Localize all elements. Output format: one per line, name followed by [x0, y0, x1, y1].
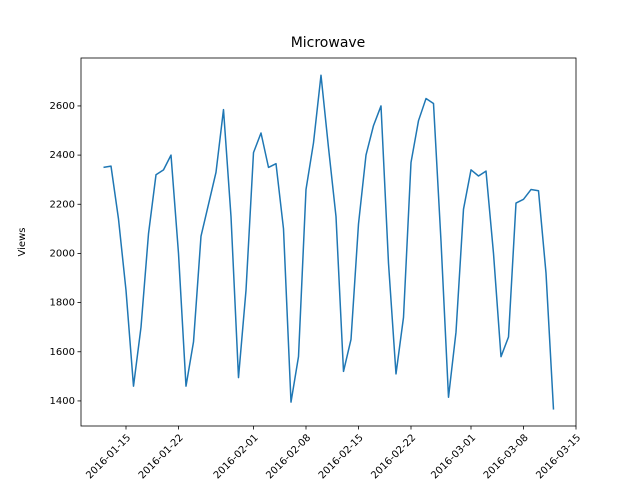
y-tick-label: 2600 — [50, 101, 75, 112]
y-tick-label: 2200 — [50, 199, 75, 210]
y-tick-label: 1800 — [50, 298, 75, 309]
data-line — [103, 74, 555, 410]
y-tick-label: 1600 — [50, 347, 75, 358]
y-tick-label: 2000 — [50, 248, 75, 259]
plot-frame — [80, 57, 577, 427]
chart-title: Microwave — [291, 35, 366, 51]
y-tick-label: 2400 — [50, 150, 75, 161]
y-tick-label: 1400 — [50, 396, 75, 407]
y-axis-label: Views — [17, 228, 28, 257]
